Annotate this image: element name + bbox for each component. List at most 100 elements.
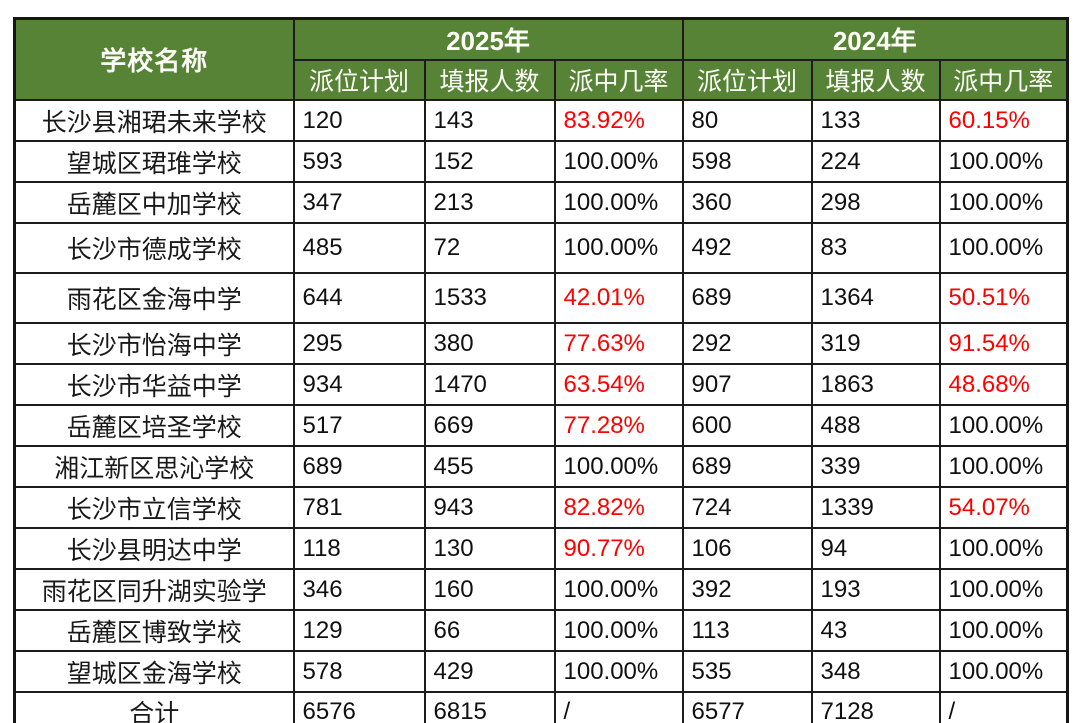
table-row: 长沙市德成学校 485 72 100.00% 492 83 100.00%	[13, 222, 1069, 274]
school-name-cell: 雨花区同升湖实验学	[13, 568, 295, 611]
subheader-applicants-2025: 填报人数	[423, 59, 556, 101]
applicants-2024-cell: 1364	[810, 272, 941, 324]
applicants-2025-cell: 66	[423, 609, 556, 652]
total-row: 合计 6576 6815/6577 7128/	[13, 691, 1069, 723]
plan-2025-cell: 781	[292, 486, 426, 529]
rate-2024-cell: 100.00%	[938, 568, 1069, 611]
school-name-cell: 望城区珺琟学校	[13, 140, 295, 183]
table-row: 望城区金海学校 578 429 100.00% 535 348 100.00%	[13, 650, 1069, 693]
subheader-plan-2025: 派位计划	[292, 59, 426, 101]
rate-2025-cell: 63.54%	[553, 363, 684, 406]
plan-2024-cell: 113	[681, 609, 813, 652]
plan-2024-cell: 600	[681, 404, 813, 447]
applicants-2024-cell: 319	[810, 322, 941, 365]
school-name-cell: 长沙市德成学校	[13, 222, 295, 274]
sub-header-row: 派位计划 填报人数 派中几率 派位计划 填报人数 派中几率	[15, 59, 1069, 101]
applicants-2024-cell: 1339	[810, 486, 941, 529]
applicants-2024-cell: 94	[810, 527, 941, 570]
rate-2024-cell: 91.54%	[938, 322, 1069, 365]
applicants-2025-cell: 160	[423, 568, 556, 611]
applicants-2025-cell: 429	[423, 650, 556, 693]
table-row: 长沙市立信学校 781 943 82.82% 724 1339 54.07%	[13, 486, 1069, 529]
plan-2024-cell: 80	[681, 99, 813, 142]
school-name-cell: 长沙县湘珺未来学校	[13, 99, 295, 142]
applicants-2024-cell: 298	[810, 181, 941, 224]
plan-2025-cell: 295	[292, 322, 426, 365]
subheader-plan-2024: 派位计划	[681, 59, 813, 101]
plan-2025-cell: 689	[292, 445, 426, 488]
applicants-2024-cell: 224	[810, 140, 941, 183]
rate-2024-cell: 100.00%	[938, 650, 1069, 693]
applicants-2024-cell: 339	[810, 445, 941, 488]
rate-2024-cell: 100.00%	[938, 527, 1069, 570]
rate-2024-cell: 100.00%	[938, 404, 1069, 447]
school-name-cell: 湘江新区思沁学校	[13, 445, 295, 488]
school-name-cell: 岳麓区培圣学校	[13, 404, 295, 447]
applicants-2025-cell: 152	[423, 140, 556, 183]
applicants-2025-cell: 130	[423, 527, 556, 570]
plan-2025-cell: 120	[292, 99, 426, 142]
rate-2025-cell: 100.00%	[553, 181, 684, 224]
subheader-rate-2024: 派中几率	[938, 59, 1069, 101]
table-row: 雨花区同升湖实验学 346 160 100.00% 392 193 100.00%	[13, 568, 1069, 611]
plan-2024-cell: 598	[681, 140, 813, 183]
applicants-2024-cell: 133	[810, 99, 941, 142]
plan-2024-cell: 392	[681, 568, 813, 611]
subheader-rate-2025: 派中几率	[553, 59, 684, 101]
rate-2024-cell: 100.00%	[938, 445, 1069, 488]
header-school-name: 学校名称	[13, 17, 295, 101]
plan-2025-cell: 578	[292, 650, 426, 693]
applicants-2025-cell: 943	[423, 486, 556, 529]
applicants-2025-cell: 72	[423, 222, 556, 274]
table-row: 望城区珺琟学校 593 152 100.00% 598 224 100.00%	[13, 140, 1069, 183]
table-container: 学校名称 2025年 2024年 派位计划 填报人数 派中几率 派位计划 填报人…	[13, 17, 1070, 723]
plan-2024-cell: 6577	[681, 691, 813, 723]
plan-2024-cell: 106	[681, 527, 813, 570]
rate-2024-cell: 50.51%	[938, 272, 1069, 324]
rate-2024-cell: 100.00%	[938, 609, 1069, 652]
plan-2025-cell: 517	[292, 404, 426, 447]
plan-2025-cell: 6576	[292, 691, 426, 723]
applicants-2025-cell: 143	[423, 99, 556, 142]
rate-2025-cell: 100.00%	[553, 609, 684, 652]
table-row: 长沙市华益中学 934 1470 63.54% 907 1863 48.68%	[13, 363, 1069, 406]
school-name-cell: 雨花区金海中学	[13, 272, 295, 324]
rate-2024-cell: /	[938, 691, 1069, 723]
plan-2025-cell: 934	[292, 363, 426, 406]
school-name-cell: 长沙市立信学校	[13, 486, 295, 529]
plan-2025-cell: 485	[292, 222, 426, 274]
plan-2024-cell: 535	[681, 650, 813, 693]
table-row: 岳麓区博致学校 129 66 100.00% 113 43 100.00%	[13, 609, 1069, 652]
applicants-2024-cell: 83	[810, 222, 941, 274]
plan-2025-cell: 346	[292, 568, 426, 611]
table-row: 雨花区金海中学 644 1533 42.01% 689 1364 50.51%	[13, 272, 1069, 324]
school-name-cell: 长沙市怡海中学	[13, 322, 295, 365]
school-name-cell: 长沙市华益中学	[13, 363, 295, 406]
rate-2025-cell: /	[553, 691, 684, 723]
rate-2024-cell: 100.00%	[938, 222, 1069, 274]
rate-2024-cell: 100.00%	[938, 140, 1069, 183]
applicants-2024-cell: 488	[810, 404, 941, 447]
table-row: 长沙县湘珺未来学校 120 143 83.92% 80 133 60.15%	[13, 99, 1069, 142]
table-row: 岳麓区中加学校 347 213 100.00% 360 298 100.00%	[13, 181, 1069, 224]
rate-2025-cell: 83.92%	[553, 99, 684, 142]
rate-2025-cell: 100.00%	[553, 650, 684, 693]
applicants-2024-cell: 43	[810, 609, 941, 652]
table-header: 学校名称 2025年 2024年 派位计划 填报人数 派中几率 派位计划 填报人…	[13, 17, 1069, 101]
rate-2024-cell: 54.07%	[938, 486, 1069, 529]
plan-2024-cell: 724	[681, 486, 813, 529]
plan-2024-cell: 492	[681, 222, 813, 274]
applicants-2025-cell: 213	[423, 181, 556, 224]
rate-2024-cell: 60.15%	[938, 99, 1069, 142]
applicants-2025-cell: 1470	[423, 363, 556, 406]
applicants-2025-cell: 6815	[423, 691, 556, 723]
table-row: 长沙市怡海中学 295 380 77.63% 292 319 91.54%	[13, 322, 1069, 365]
plan-2024-cell: 689	[681, 272, 813, 324]
plan-2024-cell: 907	[681, 363, 813, 406]
table-row: 岳麓区培圣学校 517 669 77.28% 600 488 100.00%	[13, 404, 1069, 447]
header-year-2024: 2024年	[681, 17, 1069, 61]
header-year-2025: 2025年	[292, 17, 684, 61]
table-row: 湘江新区思沁学校 689 455 100.00% 689 339 100.00%	[13, 445, 1069, 488]
plan-2025-cell: 644	[292, 272, 426, 324]
